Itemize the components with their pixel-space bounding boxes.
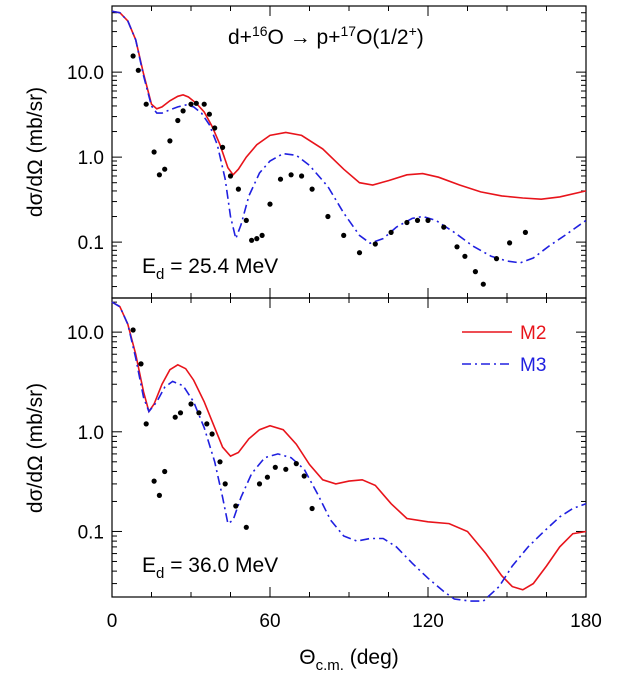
bottom-data-point xyxy=(243,524,249,530)
top-data-point xyxy=(454,244,460,250)
bottom-data-point xyxy=(196,410,202,416)
top-data-point xyxy=(243,217,249,223)
y-axis-label-top: dσ/dΩ (mb/sr) xyxy=(24,87,47,217)
top-data-point xyxy=(480,281,486,287)
top-data-point xyxy=(325,213,331,220)
top-data-point xyxy=(212,125,218,131)
bottom-data-point xyxy=(138,361,144,367)
bottom-data-point xyxy=(151,478,157,484)
bottom-series-m2 xyxy=(111,301,587,591)
top-data-point xyxy=(130,53,136,59)
top-ytick-label: 0.1 xyxy=(78,233,104,254)
top-data-point xyxy=(201,101,207,107)
panel-bottom-ticks: 0.1 1.0 10.0 0 60 120 180 xyxy=(67,298,602,632)
legend-label-m3: M3 xyxy=(520,355,546,376)
bottom-data-point xyxy=(204,421,210,427)
top-data-point xyxy=(220,144,226,150)
top-data-point xyxy=(309,186,315,192)
bottom-ytick-label: 0.1 xyxy=(78,522,104,543)
xtick-label: 0 xyxy=(107,611,118,632)
top-data-point xyxy=(143,101,149,107)
bottom-data-point xyxy=(172,414,178,420)
xtick-label: 180 xyxy=(570,611,602,632)
top-data-point xyxy=(414,217,421,223)
top-ytick-label: 1.0 xyxy=(78,148,104,169)
y-axis-label-bottom: dσ/dΩ (mb/sr) xyxy=(24,383,47,513)
panel-top: 0.1 1.0 10.0 d+16O → p+17O(1/2+) Ed = 25.4… xyxy=(24,5,587,299)
top-data-point xyxy=(462,253,468,259)
top-data-point xyxy=(299,173,305,179)
bottom-data-point xyxy=(256,481,263,487)
bottom-data-point xyxy=(233,503,239,509)
xtick-label: 60 xyxy=(259,611,280,632)
panel-top-curves xyxy=(111,10,587,264)
top-data-point xyxy=(235,186,241,192)
legend: M2 M3 xyxy=(462,323,546,376)
top-data-point xyxy=(472,269,478,275)
top-data-point xyxy=(151,149,157,155)
energy-label-top: Ed = 25.4 MeV xyxy=(142,255,278,283)
panel-bottom-points xyxy=(130,327,315,530)
top-data-point xyxy=(522,229,529,235)
bottom-data-point xyxy=(177,410,184,416)
top-data-point xyxy=(341,232,347,238)
top-data-point xyxy=(249,237,255,243)
top-data-point xyxy=(135,67,141,73)
xtick-label: 120 xyxy=(412,611,444,632)
bottom-data-point xyxy=(156,492,162,498)
top-data-point xyxy=(162,166,168,172)
bottom-data-point xyxy=(301,473,307,479)
bottom-data-point xyxy=(209,431,215,437)
top-data-point xyxy=(507,240,513,246)
top-data-point xyxy=(493,256,500,262)
bottom-data-point xyxy=(217,459,223,465)
top-series-m3 xyxy=(111,10,587,264)
energy-label-bottom: Ed = 36.0 MeV xyxy=(142,554,278,582)
top-data-point xyxy=(267,201,273,207)
reaction-title: d+16O → p+17O(1/2+) xyxy=(228,23,424,49)
panel-bottom-curves xyxy=(111,301,587,602)
bottom-data-point xyxy=(130,327,136,333)
bottom-data-point xyxy=(222,481,228,487)
top-data-point xyxy=(156,172,162,178)
top-data-point xyxy=(167,138,173,144)
bottom-data-point xyxy=(143,421,149,427)
panel-top-points xyxy=(130,53,529,287)
top-data-point xyxy=(425,217,431,223)
top-data-point xyxy=(188,101,194,107)
x-axis-label: Θc.m. (deg) xyxy=(299,646,399,673)
bottom-data-point xyxy=(162,468,168,475)
bottom-data-point xyxy=(293,461,299,467)
top-data-point xyxy=(227,173,234,179)
legend-label-m2: M2 xyxy=(520,323,546,344)
panel-top-ticks: 0.1 1.0 10.0 xyxy=(67,6,587,298)
bottom-data-point xyxy=(264,474,270,480)
top-data-point xyxy=(206,111,212,117)
bottom-ytick-label: 10.0 xyxy=(67,323,104,344)
bottom-data-point xyxy=(283,466,289,472)
top-data-point xyxy=(180,108,186,114)
bottom-data-point xyxy=(272,464,278,470)
top-ytick-label: 10.0 xyxy=(67,63,104,84)
panel-bottom-frame xyxy=(111,297,587,598)
top-data-point xyxy=(404,219,410,226)
top-data-point xyxy=(441,224,447,230)
top-data-point xyxy=(254,236,260,242)
top-data-point xyxy=(356,250,363,256)
top-data-point xyxy=(288,172,294,178)
bottom-data-point xyxy=(188,401,194,407)
top-data-point xyxy=(277,176,284,182)
top-data-point xyxy=(372,241,378,247)
top-series-m2 xyxy=(111,10,587,201)
top-data-point xyxy=(175,117,181,124)
top-data-point xyxy=(259,232,265,238)
top-data-point xyxy=(388,229,394,235)
bottom-ytick-label: 1.0 xyxy=(78,423,104,444)
top-data-point xyxy=(193,100,199,106)
panel-bottom: 0.1 1.0 10.0 0 60 120 180 Ed = 36.0 MeV dσ/dΩ … xyxy=(24,297,602,632)
bottom-data-point xyxy=(309,505,315,512)
